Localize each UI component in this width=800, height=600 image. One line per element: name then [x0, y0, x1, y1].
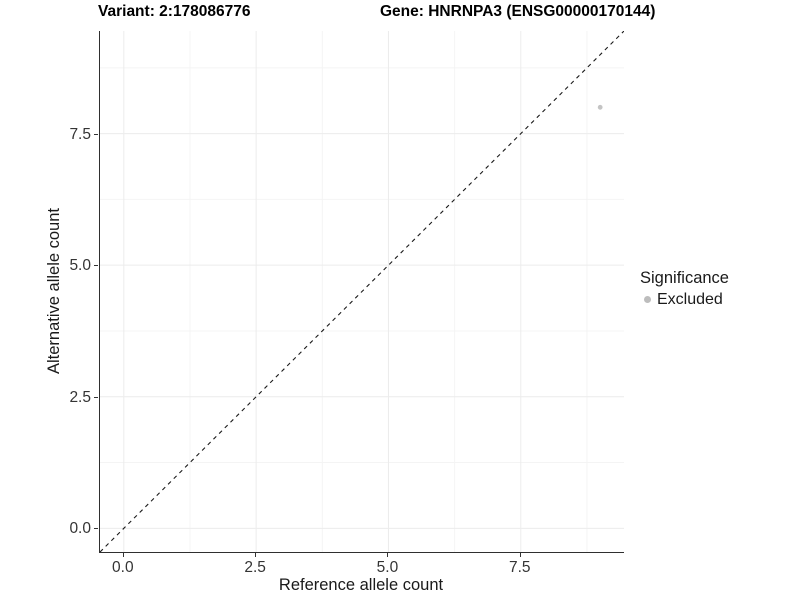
variant-title: Variant: 2:178086776 [98, 3, 251, 20]
y-axis-tick [94, 265, 98, 267]
legend-point-icon [644, 296, 651, 303]
legend-title: Significance [640, 269, 729, 287]
x-axis-tick-label: 5.0 [376, 559, 399, 576]
x-axis-tick [255, 553, 257, 557]
y-axis-tick-label: 5.0 [69, 257, 91, 275]
legend-item-label: Excluded [657, 291, 723, 308]
x-axis-tick [122, 553, 124, 557]
identity-reference-line [100, 31, 624, 552]
y-axis-tick-label: 0.0 [69, 520, 91, 538]
x-axis-tick-label: 0.0 [112, 559, 134, 576]
y-axis-tick-label: 2.5 [69, 388, 91, 406]
y-axis-tick [94, 528, 98, 530]
x-axis-tick-label: 7.5 [509, 559, 531, 576]
legend-item-excluded: Excluded [644, 290, 729, 309]
data-point [597, 104, 603, 110]
legend: Significance Excluded [640, 268, 729, 309]
plot-panel [99, 31, 624, 553]
x-axis-tick [387, 553, 389, 557]
x-axis-tick [519, 553, 521, 557]
y-axis-tick-label: 7.5 [69, 125, 91, 143]
plot-canvas [100, 31, 624, 552]
y-axis-tick [94, 396, 98, 398]
y-axis-tick [94, 133, 98, 135]
gene-title: Gene: HNRNPA3 (ENSG00000170144) [380, 3, 656, 20]
x-axis-tick-label: 2.5 [244, 559, 266, 576]
x-axis-title: Reference allele count [278, 576, 444, 594]
